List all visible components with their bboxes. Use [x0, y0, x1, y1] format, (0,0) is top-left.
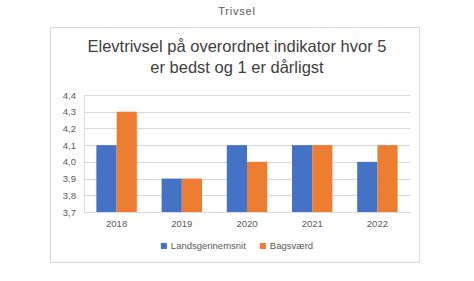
grid-line [84, 95, 410, 96]
x-tick: 2020 [236, 212, 257, 229]
x-tick-label: 2019 [171, 218, 192, 229]
legend-swatch [260, 243, 266, 249]
legend-item: Bagsværd [260, 240, 313, 251]
bars [96, 112, 397, 212]
y-tick-label: 3,7 [63, 207, 76, 218]
y-tick-label: 4,0 [63, 156, 76, 167]
chart-frame [51, 28, 420, 263]
y-tick-label: 4,4 [63, 90, 76, 101]
canvas: Trivsel Elevtrivsel på overordnet indikat… [0, 0, 474, 281]
x-axis-line [85, 212, 411, 213]
grid-line [84, 212, 410, 213]
bar [227, 145, 247, 212]
bar [182, 179, 202, 212]
page-heading: Trivsel [218, 5, 256, 17]
x-tick-label: 2018 [106, 218, 127, 229]
bar [377, 145, 397, 212]
y-tick: 3,7 [63, 207, 84, 218]
legend-swatch [161, 243, 167, 249]
x-tick: 2021 [302, 212, 323, 229]
x-tick: 2019 [171, 212, 192, 229]
x-tick: 2022 [367, 212, 388, 229]
legend-item: Landsgennemsnit [161, 240, 246, 251]
legend-label: Landsgennemsnit [171, 240, 246, 251]
x-axis: 2018 2019 2020 2021 2022 [85, 212, 411, 229]
y-tick-label: 3,8 [63, 190, 76, 201]
bar [117, 112, 137, 212]
chart-title: Elevtrivsel på overordnet indikator hvor… [88, 37, 387, 55]
y-tick-label: 3,9 [63, 173, 76, 184]
chart-title: er bedst og 1 er dårligst [150, 58, 324, 76]
y-axis: 3,7 3,8 3,9 4,0 4,1 4,2 4,3 4,4 [63, 90, 85, 218]
x-tick-label: 2021 [302, 218, 323, 229]
y-tick: 4,0 [63, 156, 84, 167]
x-tick-label: 2020 [236, 218, 257, 229]
x-tick-label: 2022 [367, 218, 388, 229]
bar [357, 162, 377, 212]
legend-label: Bagsværd [270, 240, 313, 251]
y-tick-label: 4,3 [63, 106, 76, 117]
y-axis-line [84, 96, 85, 213]
y-tick-label: 4,2 [63, 123, 76, 134]
y-tick: 3,9 [63, 173, 84, 184]
bar [96, 145, 116, 212]
y-tick: 4,3 [63, 106, 84, 117]
y-tick-label: 4,1 [63, 140, 76, 151]
x-tick: 2018 [106, 212, 127, 229]
y-tick: 4,1 [63, 140, 84, 151]
y-tick: 4,4 [63, 90, 84, 101]
bar [162, 179, 182, 212]
grid [84, 96, 410, 213]
y-tick: 4,2 [63, 123, 84, 134]
bar [312, 145, 332, 212]
legend: Landsgennemsnit Bagsværd [161, 240, 313, 251]
y-tick: 3,8 [63, 190, 84, 201]
bar [292, 145, 312, 212]
bar [247, 162, 267, 212]
